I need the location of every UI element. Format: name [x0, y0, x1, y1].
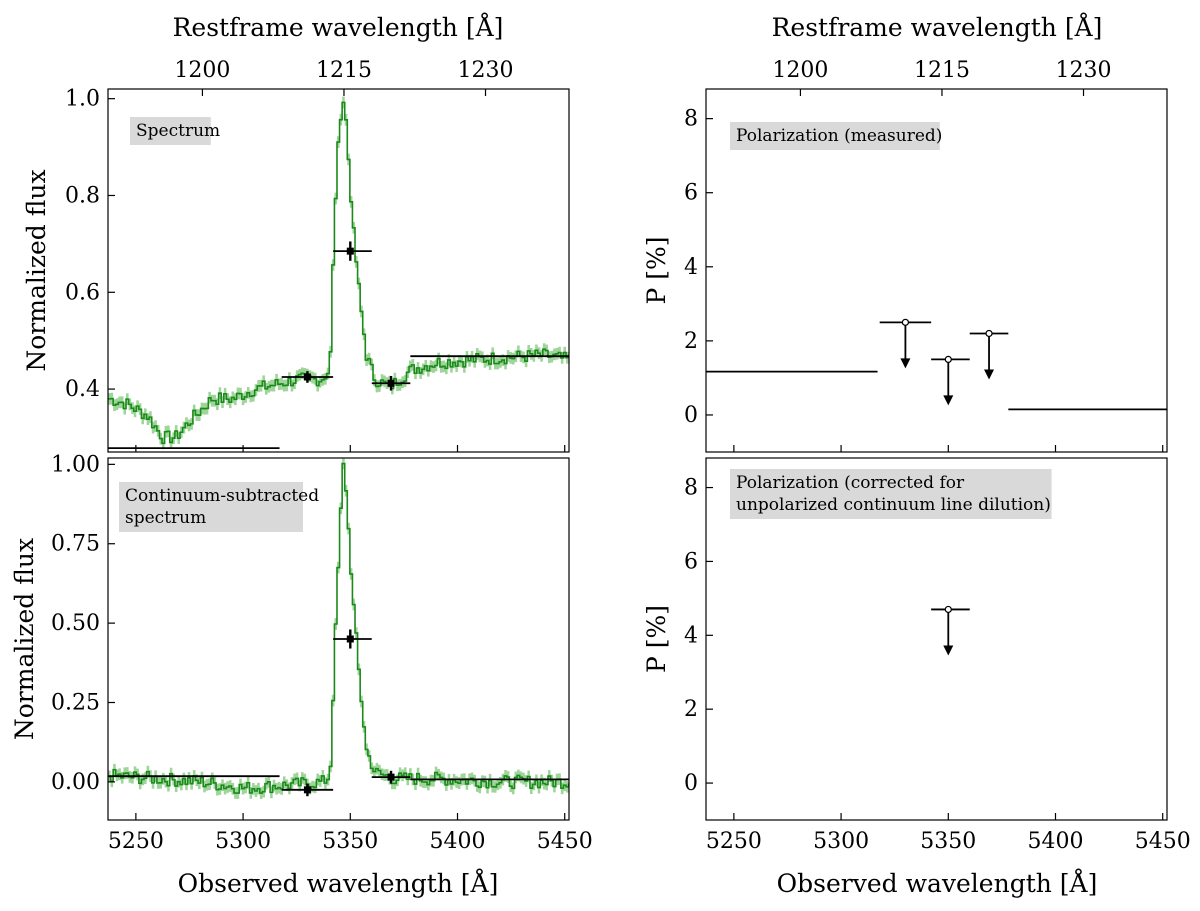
y-tick-label-2: 0.8 [65, 183, 100, 208]
top-axis-label-left: Restframe wavelength [Å] [173, 12, 504, 42]
plot-area [108, 96, 569, 450]
axes-frame [705, 88, 1168, 453]
data-point-0 [303, 373, 311, 381]
spectrum-line [108, 462, 569, 794]
y-tick-label-3: 6 [684, 549, 698, 574]
y-tick-label-3: 0.75 [51, 532, 100, 557]
x-tick-label-5350: 5350 [920, 829, 976, 854]
x-tick-label-5300: 5300 [813, 829, 869, 854]
x-tick-label-5250: 5250 [706, 829, 762, 854]
panel-label-text: unpolarized continuum line dilution) [736, 495, 1051, 515]
y-tick-label-2: 4 [684, 255, 698, 280]
y-tick-label-1: 2 [684, 329, 698, 354]
y-tick-label-0: 0.00 [51, 770, 100, 795]
x-tick-label-5400: 5400 [430, 829, 486, 854]
upper-limit-marker-0 [901, 318, 910, 326]
panel-label-text: Polarization (measured) [736, 126, 942, 146]
axes-frame [705, 457, 1168, 821]
panel-label-box [119, 482, 303, 532]
x-tick-label-5450: 5450 [1135, 829, 1191, 854]
upper-limit-marker-0 [944, 605, 952, 614]
data-point-0 [303, 786, 311, 794]
top-tick-label-1215: 1215 [914, 58, 970, 83]
upper-limit-arrow-0 [900, 358, 911, 369]
x-tick-label-5450: 5450 [537, 829, 593, 854]
panels: 1200 1215 1230 0.4 0.6 0.8 1.0 Normalized flux S… [10, 58, 1191, 854]
y-axis-label: P [%] [642, 605, 671, 673]
panel-label-text: Continuum-subtracted [125, 486, 319, 506]
upper-limit-marker-1 [944, 355, 952, 363]
y-axis-label: P [%] [642, 236, 671, 304]
panel-label-text: spectrum [125, 508, 206, 528]
y-tick-label-1: 0.6 [65, 280, 100, 305]
y-tick-label-2: 4 [684, 623, 698, 648]
panel-spectrum: 1200 1215 1230 0.4 0.6 0.8 1.0 Normalized flux S… [22, 58, 570, 453]
top-axis-label-right: Restframe wavelength [Å] [772, 12, 1103, 42]
plot-area [706, 318, 1167, 411]
x-tick-label-5400: 5400 [1028, 829, 1084, 854]
data-point-2 [387, 773, 395, 781]
y-tick-label-1: 0.25 [51, 691, 100, 716]
panel-label-box [730, 469, 1052, 519]
panel-label-text: Spectrum [136, 121, 220, 141]
panel-pol_corrected: 5250 5300 5350 5400 5450 0 2 4 6 8 P [%] Polarizati… [642, 457, 1191, 854]
y-tick-label-0: 0.4 [65, 377, 100, 402]
y-tick-label-4: 1.00 [51, 452, 100, 477]
panel-pol_measured: 1200 1215 1230 0 2 4 6 8 P [%] Polarization (meas… [642, 58, 1168, 453]
y-tick-label-3: 1.0 [65, 87, 100, 112]
data-point-1 [346, 635, 354, 643]
y-tick-label-3: 6 [684, 181, 698, 206]
top-tick-label-1215: 1215 [316, 58, 372, 83]
y-tick-label-2: 0.50 [51, 611, 100, 636]
x-tick-label-5350: 5350 [322, 829, 378, 854]
data-point-1 [346, 247, 354, 255]
spectrum-line [108, 101, 569, 445]
y-tick-label-0: 0 [684, 771, 698, 796]
upper-limit-arrow-1 [943, 395, 954, 406]
y-tick-label-1: 2 [684, 697, 698, 722]
plot-area [108, 458, 569, 799]
top-tick-label-1200: 1200 [772, 58, 828, 83]
x-tick-label-5300: 5300 [215, 829, 271, 854]
bottom-axis-label-right: Observed wavelength [Å] [777, 868, 1098, 898]
x-tick-label-5250: 5250 [108, 829, 164, 854]
bottom-axis-label-left: Observed wavelength [Å] [178, 868, 499, 898]
panel-label-text: Polarization (corrected for [736, 473, 965, 493]
axes-frame [107, 457, 570, 821]
panel-continuum_subtracted: 5250 5300 5350 5400 5450 0.00 0.25 0.50 0.75 1.00… [10, 452, 593, 854]
y-axis-label: Normalized flux [22, 169, 51, 371]
y-tick-label-0: 0 [684, 403, 698, 428]
spectrum-error-band [108, 96, 569, 450]
axes-frame [107, 88, 570, 453]
upper-limit-arrow-2 [984, 369, 995, 380]
upper-limit-arrow-0 [943, 645, 954, 656]
y-axis-label: Normalized flux [10, 538, 39, 740]
plot-area [931, 605, 970, 656]
panel-label-box [130, 117, 211, 145]
data-point-2 [387, 379, 395, 387]
top-tick-label-1230: 1230 [458, 58, 514, 83]
top-tick-label-1230: 1230 [1056, 58, 1112, 83]
upper-limit-marker-2 [985, 329, 993, 338]
top-tick-label-1200: 1200 [174, 58, 230, 83]
y-tick-label-4: 8 [684, 107, 698, 132]
y-tick-label-4: 8 [684, 476, 698, 501]
panel-label-box [730, 122, 940, 150]
